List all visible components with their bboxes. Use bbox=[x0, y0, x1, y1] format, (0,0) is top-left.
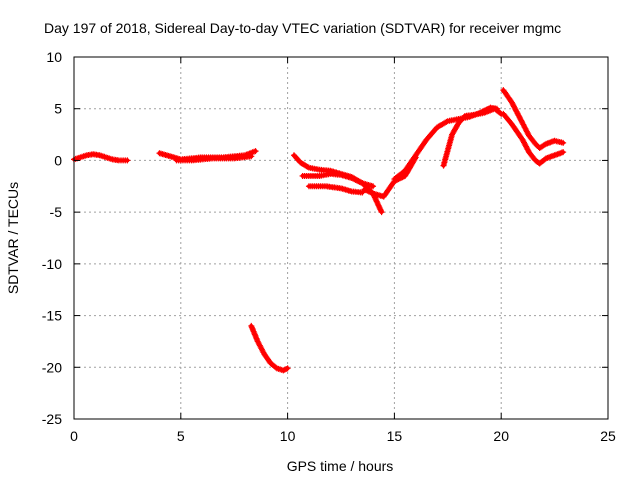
grid-lines bbox=[74, 57, 608, 419]
data-point bbox=[373, 198, 380, 205]
y-tick-label: 5 bbox=[54, 101, 62, 117]
data-point bbox=[374, 199, 381, 206]
data-point bbox=[124, 157, 131, 164]
data-point bbox=[560, 149, 567, 156]
data-point bbox=[374, 201, 381, 208]
data-point bbox=[375, 202, 382, 209]
y-tick-label: 0 bbox=[54, 152, 62, 168]
data-point bbox=[541, 141, 548, 148]
data-point bbox=[358, 179, 365, 186]
x-tick-label: 10 bbox=[280, 428, 296, 444]
series-arc-12 bbox=[500, 110, 567, 167]
data-point bbox=[376, 205, 383, 212]
data-point bbox=[372, 195, 379, 202]
chart-title: Day 197 of 2018, Sidereal Day-to-day VTE… bbox=[44, 20, 561, 36]
y-tick-label: 10 bbox=[46, 49, 62, 65]
data-point bbox=[352, 176, 359, 183]
data-point bbox=[252, 148, 259, 155]
y-tick-label: -10 bbox=[42, 256, 62, 272]
data-point bbox=[370, 183, 377, 190]
data-point bbox=[373, 197, 380, 204]
x-tick-label: 25 bbox=[600, 428, 616, 444]
series-arc-10 bbox=[440, 105, 505, 169]
data-point bbox=[350, 175, 357, 182]
series-arc-1 bbox=[71, 151, 131, 164]
y-axis-label: SDTVAR / TECUs bbox=[5, 182, 21, 294]
data-point bbox=[378, 209, 385, 216]
data-point bbox=[518, 118, 525, 125]
x-tick-label: 15 bbox=[387, 428, 403, 444]
data-point bbox=[376, 203, 383, 210]
x-tick-label: 20 bbox=[493, 428, 509, 444]
series-arc-7 bbox=[305, 183, 366, 196]
data-point bbox=[351, 176, 358, 183]
y-tick-label: -5 bbox=[50, 204, 63, 220]
data-point bbox=[304, 163, 311, 170]
data-point bbox=[377, 206, 384, 213]
data-point bbox=[248, 153, 255, 160]
x-tick-label: 5 bbox=[177, 428, 185, 444]
data-point bbox=[284, 365, 291, 372]
data-point bbox=[355, 178, 362, 185]
plot-frame bbox=[73, 56, 609, 420]
data-point bbox=[348, 175, 355, 182]
axis-ticks: 0 5 10 15 20 25 -25 -20 -15 -10 -5 0 5 10 bbox=[42, 49, 616, 444]
data-point bbox=[354, 177, 361, 184]
data-point bbox=[272, 364, 279, 371]
data-point bbox=[359, 189, 366, 196]
data-point bbox=[377, 207, 384, 214]
series-arc-11 bbox=[500, 87, 567, 152]
y-tick-label: -20 bbox=[42, 359, 62, 375]
data-point bbox=[460, 113, 467, 120]
data-series bbox=[71, 87, 567, 374]
series-arc-9 bbox=[391, 104, 500, 183]
y-tick-label: -25 bbox=[42, 411, 62, 427]
data-point bbox=[443, 118, 450, 125]
series-arc-6 bbox=[299, 170, 377, 190]
data-point bbox=[356, 178, 363, 185]
data-point bbox=[560, 139, 567, 146]
series-arc-3 bbox=[173, 153, 255, 164]
x-axis-label: GPS time / hours bbox=[287, 458, 394, 474]
series-arc-4 bbox=[248, 322, 291, 374]
y-tick-label: -15 bbox=[42, 308, 62, 324]
x-tick-label: 0 bbox=[70, 428, 78, 444]
